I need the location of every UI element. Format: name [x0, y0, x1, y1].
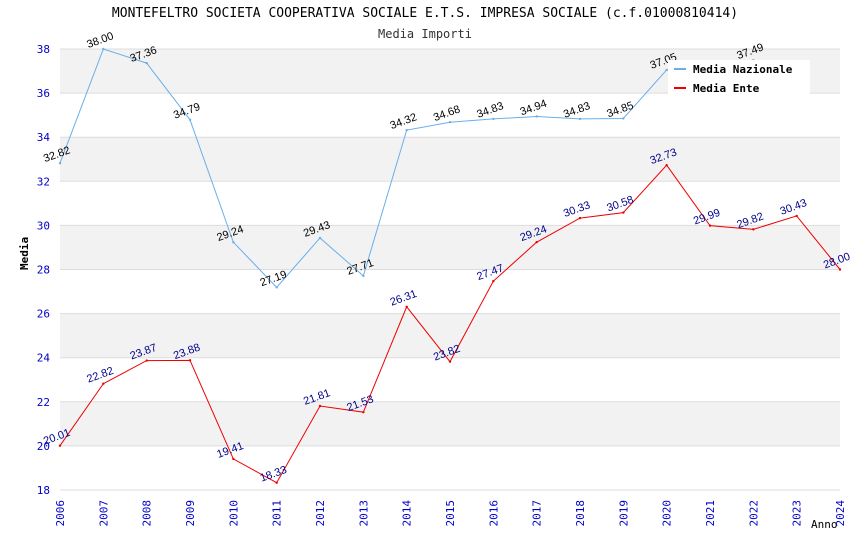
x-tick-label: 2010 — [227, 500, 240, 527]
grid-band — [60, 137, 840, 182]
x-tick-label: 2007 — [97, 500, 110, 527]
x-tick-label: 2021 — [704, 500, 717, 527]
legend-item-media-ente: Media Ente — [674, 82, 759, 98]
data-point-media-nazionale — [578, 117, 582, 121]
x-tick-label: 2019 — [617, 500, 630, 527]
data-point-media-ente — [318, 404, 322, 408]
data-point-media-ente — [188, 359, 192, 362]
x-tick-label: 2012 — [314, 500, 327, 527]
data-point-media-nazionale — [622, 117, 625, 120]
y-tick-label: 26 — [37, 308, 50, 321]
data-point-media-ente — [752, 228, 755, 231]
data-label-media-nazionale: 27.19 — [259, 269, 289, 290]
legend-label-media-ente: Media Ente — [693, 82, 760, 95]
x-tick-label: 2015 — [444, 500, 457, 527]
data-point-media-nazionale — [58, 162, 62, 165]
y-tick-label: 28 — [37, 264, 50, 277]
data-point-media-nazionale — [535, 115, 538, 118]
x-tick-label: 2016 — [487, 500, 500, 526]
data-label-media-ente: 22.82 — [85, 365, 115, 386]
data-point-media-ente — [665, 164, 668, 167]
data-point-media-nazionale — [405, 128, 408, 132]
data-label-media-nazionale: 34.83 — [562, 100, 592, 121]
x-tick-label: 2008 — [141, 500, 154, 527]
data-point-media-nazionale — [188, 118, 192, 121]
legend-swatch-media-ente — [674, 87, 686, 89]
data-point-media-nazionale — [362, 274, 365, 278]
data-point-media-ente — [102, 382, 105, 385]
data-point-media-ente — [232, 457, 235, 461]
x-tick-label: 2023 — [791, 500, 804, 527]
data-label-media-nazionale: 34.85 — [605, 100, 635, 121]
legend-swatch-media-nazionale — [674, 68, 686, 70]
y-tick-label: 20 — [37, 440, 50, 453]
y-tick-label: 32 — [37, 175, 50, 188]
data-label-media-nazionale: 34.68 — [432, 103, 462, 124]
x-tick-label: 2014 — [401, 500, 414, 527]
y-tick-label: 30 — [37, 219, 50, 232]
data-label-media-ente: 26.31 — [389, 288, 419, 309]
data-label-media-nazionale: 34.94 — [519, 98, 549, 119]
data-point-media-ente — [58, 444, 62, 447]
data-point-media-nazionale — [232, 240, 235, 244]
chart-subtitle: Media Importi — [378, 27, 472, 41]
x-axis-label: Anno — [811, 518, 838, 531]
x-tick-label: 2017 — [531, 500, 544, 527]
x-tick-label: 2006 — [54, 500, 67, 527]
data-point-media-ente — [145, 359, 148, 362]
y-tick-label: 38 — [37, 43, 50, 56]
data-point-media-nazionale — [318, 236, 322, 240]
grid-band — [60, 225, 840, 270]
data-point-media-nazionale — [665, 68, 668, 72]
legend-item-media-nazionale: Media Nazionale — [674, 63, 792, 79]
x-tick-label: 2024 — [834, 500, 847, 527]
x-tick-label: 2013 — [357, 500, 370, 527]
data-point-media-nazionale — [102, 47, 105, 51]
legend-label-media-nazionale: Media Nazionale — [693, 63, 793, 76]
data-point-media-nazionale — [275, 286, 278, 289]
data-point-media-ente — [838, 268, 842, 271]
x-tick-label: 2020 — [661, 500, 674, 527]
data-label-media-nazionale: 34.83 — [475, 100, 505, 121]
data-point-media-nazionale — [145, 61, 148, 65]
data-point-media-ente — [405, 305, 408, 308]
data-point-media-ente — [708, 224, 712, 227]
x-tick-label: 2022 — [747, 500, 760, 527]
y-tick-label: 24 — [37, 352, 51, 365]
data-point-media-ente — [448, 360, 452, 363]
x-tick-label: 2011 — [271, 500, 284, 527]
data-label-media-nazionale: 34.79 — [172, 101, 202, 122]
data-label-media-ente: 30.58 — [605, 194, 635, 215]
data-label-media-ente: 30.43 — [779, 197, 809, 218]
data-point-media-nazionale — [448, 121, 452, 124]
data-point-media-ente — [578, 216, 582, 220]
data-point-media-nazionale — [492, 117, 495, 121]
data-point-media-ente — [362, 410, 365, 414]
y-tick-label: 36 — [37, 87, 50, 100]
data-label-media-ente: 29.99 — [692, 207, 722, 228]
data-label-media-nazionale: 38.00 — [85, 30, 115, 51]
y-tick-label: 22 — [37, 396, 50, 409]
data-point-media-ente — [535, 240, 538, 244]
data-point-media-ente — [795, 214, 798, 218]
chart-title: MONTEFELTRO SOCIETA COOPERATIVA SOCIALE … — [111, 6, 739, 21]
data-point-media-ente — [492, 279, 495, 283]
grid-band — [60, 401, 840, 446]
x-tick-label: 2009 — [184, 500, 197, 527]
grid-band — [60, 313, 840, 358]
legend: Media Nazionale Media Ente — [668, 60, 810, 96]
y-tick-label: 34 — [37, 131, 51, 144]
data-point-media-ente — [275, 481, 278, 484]
y-tick-label: 18 — [37, 484, 50, 497]
data-point-media-ente — [622, 211, 625, 214]
x-tick-label: 2018 — [574, 500, 587, 527]
